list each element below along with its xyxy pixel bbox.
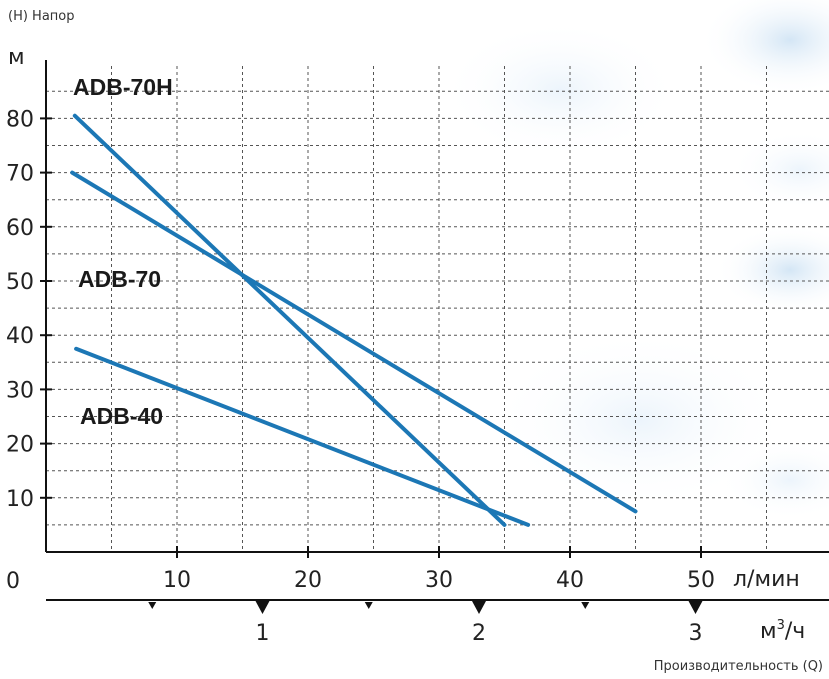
series-label: ADB-70H <box>73 74 173 100</box>
series-line <box>70 170 638 514</box>
secondary-minor-tick <box>364 602 373 609</box>
y-axis-unit: м <box>8 45 25 70</box>
y-tick-label: 20 <box>6 433 34 458</box>
origin-label: 0 <box>6 569 20 594</box>
x-unit-secondary-sup: 3 <box>777 618 785 633</box>
series-label: ADB-40 <box>80 403 163 429</box>
x-tick-label: 10 <box>163 568 191 593</box>
x-unit-secondary: м3/ч <box>760 618 805 644</box>
x-tick-label: 40 <box>556 568 584 593</box>
y-tick-label: 70 <box>6 162 34 187</box>
series-line <box>72 113 507 527</box>
background-decoration <box>440 0 829 520</box>
x-axis-caption: Производительность (Q) <box>654 659 823 674</box>
secondary-tick-label: 3 <box>689 621 703 646</box>
y-axis-caption: (H) Напор <box>8 9 75 24</box>
secondary-tick-mark <box>255 601 270 614</box>
series-label: ADB-70 <box>78 266 161 292</box>
labels: ADB-70H ADB-70 ADB-40 <box>73 74 173 429</box>
secondary-minor-tick <box>148 602 157 609</box>
x-unit-primary: л/мин <box>733 567 800 592</box>
x-tick-label: 20 <box>294 568 322 593</box>
y-tick-label: 40 <box>6 324 34 349</box>
x-unit-secondary-base: м <box>760 619 777 644</box>
secondary-minor-tick <box>581 602 590 609</box>
secondary-tick-mark <box>688 601 703 614</box>
y-tick-label: 30 <box>6 378 34 403</box>
y-tick-label: 50 <box>6 270 34 295</box>
y-tick-label: 10 <box>6 487 34 512</box>
y-tick-label: 60 <box>6 216 34 241</box>
series-line <box>74 346 531 527</box>
secondary-tick-label: 1 <box>256 621 270 646</box>
y-tick-label: 80 <box>6 107 34 132</box>
secondary-tick-label: 2 <box>472 621 486 646</box>
series <box>70 113 638 527</box>
x-tick-label: 50 <box>687 568 715 593</box>
grid <box>46 66 829 552</box>
secondary-tick-mark <box>472 601 486 614</box>
x-unit-secondary-tail: /ч <box>785 619 805 644</box>
x-tick-label: 30 <box>425 568 453 593</box>
